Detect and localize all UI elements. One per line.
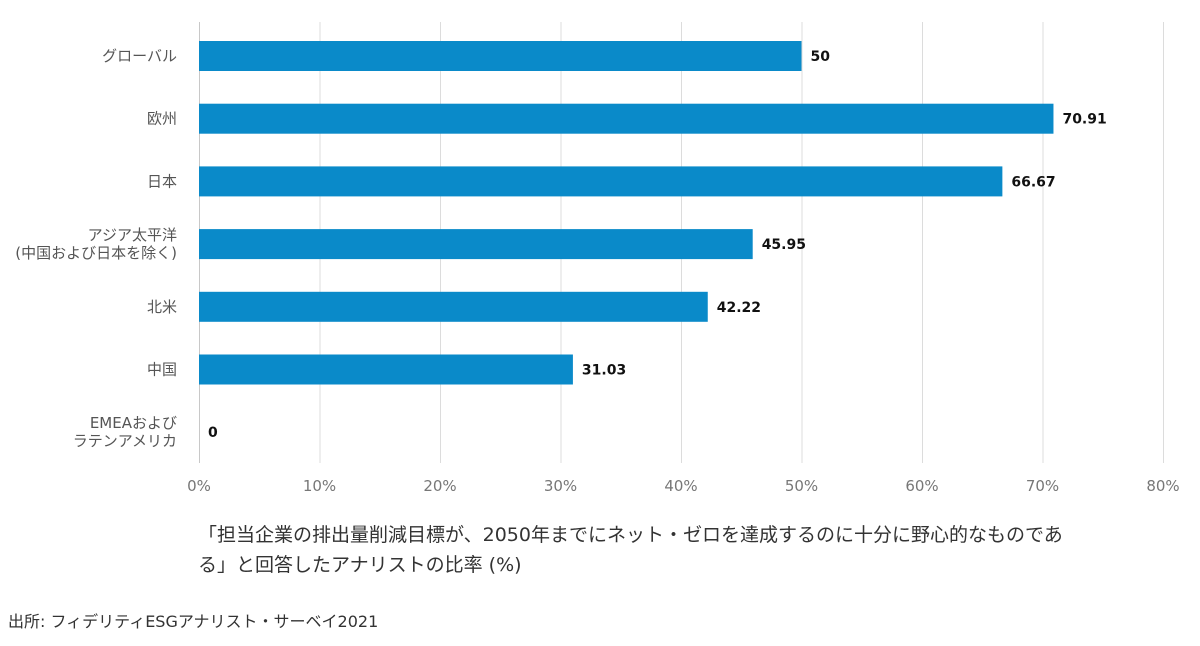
category-label: ラテンアメリカ <box>73 432 177 450</box>
x-tick-label: 0% <box>187 477 211 495</box>
bar <box>199 166 1003 197</box>
category-label: 北米 <box>147 298 177 316</box>
bars <box>199 41 1054 385</box>
data-label: 31.03 <box>582 363 626 379</box>
category-label: 中国 <box>147 361 177 379</box>
category-label: 日本 <box>147 172 177 190</box>
data-label: 66.67 <box>1011 174 1055 190</box>
bar <box>199 354 573 385</box>
bar <box>199 291 708 322</box>
caption-line-1: 「担当企業の排出量削減目標が、2050年までにネット・ゼロを達成するのに十分に野… <box>198 524 1063 546</box>
category-label: (中国および日本を除く) <box>15 244 177 262</box>
x-tick-label: 70% <box>1026 477 1059 495</box>
data-label: 70.91 <box>1062 112 1106 128</box>
bar <box>199 229 753 260</box>
category-label: EMEAおよび <box>90 414 177 432</box>
bar-chart: 0% 10% 20% 30% 40% 50% 60% 70% 80% グローバル 50 欧州 70.91… <box>15 22 1180 495</box>
data-label: 45.95 <box>762 237 806 253</box>
x-tick-label: 80% <box>1146 477 1179 495</box>
x-tick-label: 40% <box>664 477 697 495</box>
caption-line-2: る」と回答したアナリストの比率 (%) <box>198 554 522 576</box>
source-note: 出所: フィデリティESGアナリスト・サーベイ2021 <box>8 612 379 631</box>
labels: 0% 10% 20% 30% 40% 50% 60% 70% 80% グローバル 50 欧州 70.91… <box>15 47 1179 495</box>
chart-caption: 「担当企業の排出量削減目標が、2050年までにネット・ゼロを達成するのに十分に野… <box>198 520 1158 580</box>
data-label: 50 <box>811 49 831 65</box>
data-label: 42.22 <box>717 300 761 316</box>
x-tick-label: 10% <box>303 477 336 495</box>
x-tick-label: 50% <box>785 477 818 495</box>
category-label: 欧州 <box>147 110 177 128</box>
category-label: アジア太平洋 <box>88 226 177 244</box>
x-tick-label: 60% <box>905 477 938 495</box>
bar <box>199 103 1054 134</box>
bar <box>199 41 802 71</box>
category-label: グローバル <box>102 47 177 65</box>
x-tick-label: 30% <box>544 477 577 495</box>
x-tick-label: 20% <box>423 477 456 495</box>
data-label: 0 <box>208 425 218 441</box>
